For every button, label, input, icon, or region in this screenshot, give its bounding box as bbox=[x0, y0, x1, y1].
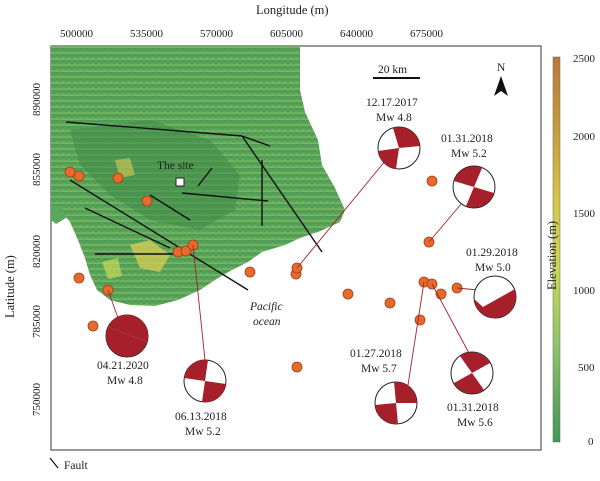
epicenter bbox=[291, 361, 303, 373]
event-magnitude: Mw 5.2 bbox=[185, 426, 221, 438]
north-label: N bbox=[497, 62, 506, 74]
x-tick-label: 640000 bbox=[340, 28, 374, 40]
epicenter bbox=[384, 297, 396, 309]
event-date: 04.21.2020 bbox=[97, 360, 149, 372]
beachballs bbox=[105, 126, 517, 425]
beachball-04-21-2020 bbox=[105, 314, 149, 358]
y-tick-label: 855000 bbox=[31, 153, 43, 187]
beachball-12-17-2017 bbox=[377, 126, 421, 170]
elevation-colorbar bbox=[552, 56, 561, 443]
y-tick-label: 890000 bbox=[31, 83, 43, 117]
site-marker bbox=[175, 177, 185, 187]
event-date: 12.17.2017 bbox=[366, 97, 418, 109]
epicenter bbox=[342, 288, 354, 300]
x-axis-title: Longitude (m) bbox=[256, 3, 329, 17]
colorbar-title: Elevation (m) bbox=[545, 221, 559, 290]
y-tick-label: 750000 bbox=[31, 383, 43, 417]
event-date: 01.31.2018 bbox=[447, 402, 499, 414]
scale-label: 20 km bbox=[378, 64, 407, 76]
beachball-01-29-2018 bbox=[473, 275, 517, 319]
north-arrow-icon bbox=[494, 76, 508, 96]
epicenter bbox=[73, 170, 85, 182]
event-magnitude: Mw 4.8 bbox=[107, 375, 143, 387]
x-tick-label: 675000 bbox=[410, 28, 444, 40]
event-date: 01.27.2018 bbox=[350, 348, 402, 360]
colorbar-tick: 500 bbox=[578, 362, 595, 374]
fault-lines bbox=[65, 121, 323, 291]
x-axis-ticks: 500000 535000 570000 605000 640000 67500… bbox=[60, 28, 444, 40]
y-axis-ticks: 890000 855000 820000 785000 750000 bbox=[31, 83, 43, 417]
epicenter bbox=[73, 272, 85, 284]
colorbar-tick: 1500 bbox=[573, 208, 596, 220]
epicenter bbox=[180, 245, 192, 257]
event-magnitude: Mw 5.7 bbox=[361, 363, 397, 375]
x-tick-label: 535000 bbox=[130, 28, 164, 40]
event-date: 01.31.2018 bbox=[441, 133, 493, 145]
landmass bbox=[51, 46, 345, 306]
x-tick-label: 605000 bbox=[270, 28, 304, 40]
beachball-06-13-2018 bbox=[183, 359, 227, 403]
colorbar-ticks: 2500 2000 1500 1000 500 0 bbox=[573, 53, 596, 448]
site-label: The site bbox=[157, 160, 194, 172]
epicenter bbox=[141, 195, 153, 207]
colorbar-tick: 0 bbox=[588, 436, 594, 448]
y-tick-label: 785000 bbox=[31, 305, 43, 339]
x-tick-label: 500000 bbox=[60, 28, 94, 40]
event-date: 01.29.2018 bbox=[466, 247, 518, 259]
y-tick-label: 820000 bbox=[31, 235, 43, 269]
event-labels: 12.17.2017 Mw 4.8 01.31.2018 Mw 5.2 01.2… bbox=[97, 97, 518, 438]
event-magnitude: Mw 5.0 bbox=[475, 262, 511, 274]
ocean-label: Pacific ocean bbox=[249, 301, 285, 328]
fault-legend-icon bbox=[49, 457, 59, 469]
epicenter bbox=[426, 175, 438, 187]
event-magnitude: Mw 5.2 bbox=[451, 148, 487, 160]
event-date: 06.13.2018 bbox=[175, 411, 227, 423]
x-tick-label: 570000 bbox=[200, 28, 234, 40]
y-axis-title: Latitude (m) bbox=[3, 255, 17, 318]
epicenter bbox=[87, 320, 99, 332]
event-magnitude: Mw 5.6 bbox=[457, 417, 493, 429]
fault-legend-label: Fault bbox=[64, 460, 88, 472]
epicenters bbox=[64, 166, 463, 373]
epicenter bbox=[112, 172, 124, 184]
colorbar-tick: 2500 bbox=[573, 53, 596, 65]
colorbar-tick: 2000 bbox=[573, 131, 596, 143]
epicenter bbox=[64, 166, 76, 178]
epicenter bbox=[414, 314, 426, 326]
beachball-01-27-2018 bbox=[374, 381, 418, 425]
beachball-connectors bbox=[107, 159, 479, 386]
beachball-01-31-2018-a bbox=[452, 165, 496, 209]
event-magnitude: Mw 4.8 bbox=[376, 112, 412, 124]
epicenter bbox=[244, 266, 256, 278]
beachball-01-31-2018-b bbox=[450, 351, 494, 395]
colorbar-tick: 1000 bbox=[573, 285, 596, 297]
